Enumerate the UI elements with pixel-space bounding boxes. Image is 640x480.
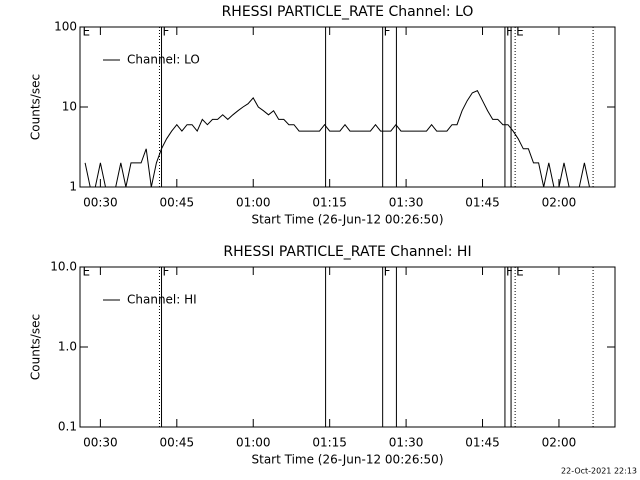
- chart-title: RHESSI PARTICLE_RATE Channel: HI: [223, 244, 471, 260]
- flag-label: F: [384, 25, 391, 39]
- x-tick-label: 01:45: [465, 436, 500, 450]
- y-tick-label: 1.0: [58, 340, 77, 354]
- legend-label: Channel: LO: [127, 53, 200, 67]
- footer: 22-Oct-2021 22:13: [561, 467, 637, 476]
- x-tick-label: 00:30: [83, 196, 118, 210]
- flag-label: E: [83, 25, 91, 39]
- x-tick-label: 01:00: [236, 436, 271, 450]
- x-tick-label: 00:45: [160, 196, 195, 210]
- y-axis-label: Counts/sec: [29, 314, 43, 380]
- x-tick-label: 01:00: [236, 196, 271, 210]
- flag-label: F: [506, 25, 513, 39]
- x-axis-label: Start Time (26-Jun-12 00:26:50): [252, 213, 444, 227]
- y-tick-label: 0.1: [58, 420, 77, 434]
- y-tick-label: 1: [69, 180, 77, 194]
- legend-label: Channel: HI: [127, 293, 197, 307]
- y-tick-label: 100: [54, 20, 77, 34]
- x-tick-label: 01:30: [389, 196, 424, 210]
- x-axis-label: Start Time (26-Jun-12 00:26:50): [252, 453, 444, 467]
- x-tick-label: 01:45: [465, 196, 500, 210]
- x-tick-label: 02:00: [542, 436, 577, 450]
- flag-label: F: [163, 265, 170, 279]
- flag-label: F: [506, 265, 513, 279]
- x-tick-label: 02:00: [542, 196, 577, 210]
- data-line: [84, 90, 610, 188]
- x-tick-label: 00:45: [160, 436, 195, 450]
- flag-label: F: [384, 265, 391, 279]
- x-tick-label: 01:15: [312, 196, 347, 210]
- flag-label: F: [163, 25, 170, 39]
- flag-label: E: [516, 265, 524, 279]
- chart-title: RHESSI PARTICLE_RATE Channel: LO: [222, 4, 474, 20]
- x-tick-label: 01:15: [312, 436, 347, 450]
- flag-label: E: [516, 25, 524, 39]
- x-tick-label: 01:30: [389, 436, 424, 450]
- y-axis-label: Counts/sec: [29, 74, 43, 140]
- y-tick-label: 10: [62, 100, 77, 114]
- y-tick-label: 10.0: [50, 260, 77, 274]
- x-tick-label: 00:30: [83, 436, 118, 450]
- flag-label: E: [83, 265, 91, 279]
